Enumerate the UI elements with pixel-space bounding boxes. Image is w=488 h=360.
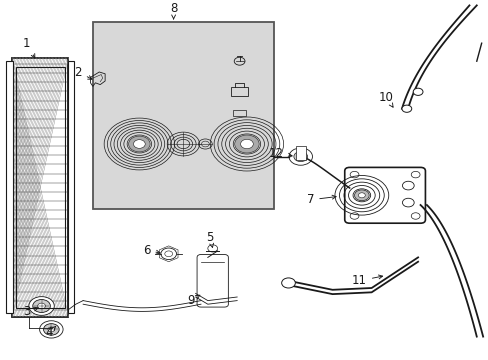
Circle shape — [297, 154, 303, 159]
Text: 8: 8 — [169, 3, 177, 19]
Text: 7: 7 — [306, 193, 335, 206]
Text: 11: 11 — [351, 274, 382, 287]
Text: 10: 10 — [378, 91, 393, 107]
Bar — [12, 58, 68, 317]
Circle shape — [128, 136, 150, 152]
Circle shape — [401, 105, 411, 112]
Text: 3: 3 — [23, 305, 38, 318]
Circle shape — [354, 190, 368, 201]
Circle shape — [288, 148, 312, 165]
Text: 4: 4 — [45, 327, 56, 339]
Circle shape — [43, 324, 59, 335]
Bar — [68, 61, 74, 313]
Text: 12: 12 — [268, 147, 291, 159]
Circle shape — [33, 300, 50, 312]
Circle shape — [240, 139, 253, 149]
Text: 6: 6 — [142, 244, 160, 257]
Circle shape — [48, 327, 55, 332]
Bar — [295, 146, 305, 160]
Circle shape — [293, 152, 307, 162]
Bar — [93, 22, 273, 209]
Bar — [232, 110, 246, 116]
FancyBboxPatch shape — [344, 167, 425, 223]
Text: 2: 2 — [74, 66, 92, 79]
Circle shape — [412, 88, 422, 95]
Circle shape — [40, 321, 63, 338]
Text: 9: 9 — [186, 294, 200, 307]
Bar — [230, 87, 248, 96]
Circle shape — [234, 135, 259, 153]
Circle shape — [281, 278, 295, 288]
Circle shape — [38, 303, 45, 309]
FancyBboxPatch shape — [197, 255, 228, 307]
Circle shape — [29, 297, 54, 315]
Text: 5: 5 — [206, 231, 214, 247]
Bar — [6, 61, 13, 313]
Circle shape — [358, 193, 365, 198]
Bar — [16, 67, 64, 308]
Text: 1: 1 — [23, 37, 35, 58]
Circle shape — [133, 140, 145, 148]
